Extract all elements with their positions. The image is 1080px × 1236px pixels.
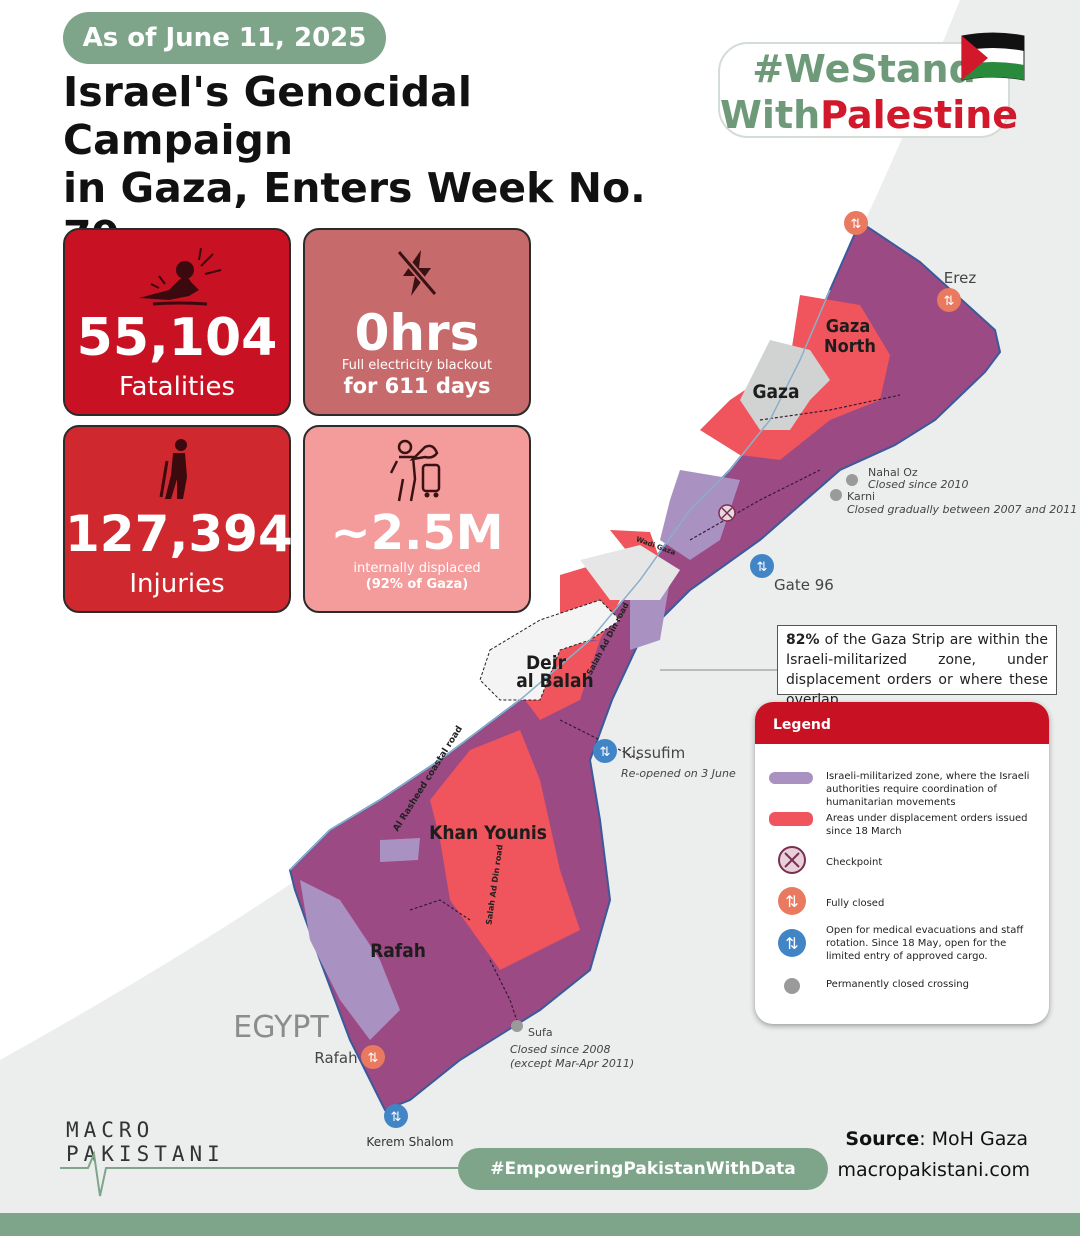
label-gaza-north-2: North xyxy=(824,336,876,357)
permanently-closed-icon xyxy=(784,978,800,994)
label-kerem-shalom: Kerem Shalom xyxy=(366,1135,453,1149)
fully-closed-icon: ⇅ xyxy=(778,887,806,915)
label-egypt: EGYPT xyxy=(233,1010,329,1045)
label-erez: Erez xyxy=(944,269,977,287)
coastline xyxy=(289,289,831,871)
svg-text:⇅: ⇅ xyxy=(851,217,862,232)
electricity-card: 0hrs Full electricity blackout for 611 d… xyxy=(303,228,531,416)
electricity-label-small: Full electricity blackout xyxy=(341,358,493,373)
legend-title: Legend xyxy=(755,702,1049,744)
label-sufa-note-1: Closed since 2008 xyxy=(510,1043,611,1056)
hashtag-badge: #WeStand WithPalestine xyxy=(718,42,1018,138)
fatalities-card: 55,104 Fatalities xyxy=(63,228,291,416)
svg-text:⇅: ⇅ xyxy=(368,1051,379,1066)
label-sufa: Sufa xyxy=(528,1026,553,1039)
crossing-gate96-icon: ⇅ xyxy=(750,554,774,578)
crossing-kerem-shalom-icon: ⇅ xyxy=(384,1104,408,1128)
page-title: Israel's Genocidal Campaign in Gaza, Ent… xyxy=(63,68,646,260)
crossing-kissufim-icon: ⇅ xyxy=(593,739,617,763)
svg-text:⇅: ⇅ xyxy=(600,745,611,760)
displaced-person-icon xyxy=(389,439,441,502)
militarized-swatch xyxy=(769,772,813,784)
crossing-north-icon: ⇅ xyxy=(844,211,868,235)
crossing-karni-icon xyxy=(830,489,842,501)
bottom-bar xyxy=(0,1213,1080,1236)
label-sufa-note-2: (except Mar-Apr 2011) xyxy=(510,1057,634,1070)
lavender-zone-north xyxy=(660,470,740,560)
electricity-label-bold: for 611 days xyxy=(343,374,491,398)
checkpoint-icon xyxy=(778,846,806,874)
urban-gaza xyxy=(740,340,830,430)
label-kissufim: Kissufim xyxy=(622,744,685,762)
governorate-boundaries xyxy=(409,394,901,1031)
displaced-label-bold: (92% of Gaza) xyxy=(365,577,469,592)
label-nahal-oz: Nahal Oz xyxy=(868,466,918,479)
svg-text:⇅: ⇅ xyxy=(391,1110,402,1125)
fatalities-label: Fatalities xyxy=(118,372,236,402)
date-pill: As of June 11, 2025 xyxy=(63,12,386,64)
svg-text:⇅: ⇅ xyxy=(785,934,798,953)
crossing-erez-icon: ⇅ xyxy=(937,288,961,312)
svg-text:⇅: ⇅ xyxy=(785,892,798,911)
label-nahal-oz-note: Closed since 2010 xyxy=(868,478,969,491)
urban-deir xyxy=(479,599,621,701)
lavender-zone-khan xyxy=(380,838,420,862)
brand-pulse-line xyxy=(60,1150,460,1197)
empower-hashtag: #EmpoweringPakistanWithData xyxy=(458,1148,828,1190)
crossing-nahal-oz-icon xyxy=(846,474,858,486)
displacement-swatch xyxy=(769,812,813,826)
label-gate96: Gate 96 xyxy=(774,576,834,594)
electricity-value: 0hrs xyxy=(354,304,480,362)
label-karni-note: Closed gradually between 2007 and 2011 xyxy=(847,503,1077,516)
palestine-flag-icon xyxy=(961,32,1025,81)
label-deir-1: Deir xyxy=(526,652,567,674)
injuries-card: 127,394 Injuries xyxy=(63,425,293,613)
svg-text:⇅: ⇅ xyxy=(944,294,955,309)
label-kissufim-note: Re-opened on 3 June xyxy=(621,767,736,780)
lavender-zone-south xyxy=(300,880,400,1040)
label-karni: Karni xyxy=(847,490,875,503)
open-crossing-icon: ⇅ xyxy=(778,929,806,957)
fallen-person-icon xyxy=(139,247,222,306)
info-box: 82% of the Gaza Strip are within the Isr… xyxy=(777,625,1057,708)
crossing-sufa-icon xyxy=(511,1020,523,1032)
svg-text:⇅: ⇅ xyxy=(757,560,768,575)
label-rafah-crossing: Rafah xyxy=(314,1049,357,1067)
injured-person-icon xyxy=(159,439,187,499)
fatalities-value: 55,104 xyxy=(76,308,278,368)
source-text: Source: MoH Gaza xyxy=(845,1128,1028,1150)
site-url: macropakistani.com xyxy=(837,1159,1030,1181)
displacement-khan xyxy=(430,730,580,970)
displaced-card: ~2.5M internally displaced (92% of Gaza) xyxy=(303,425,531,613)
label-rafah: Rafah xyxy=(370,940,426,962)
injuries-label: Injuries xyxy=(129,569,225,599)
label-deir-2: al Balah xyxy=(516,670,593,692)
label-khan-younis: Khan Younis xyxy=(429,822,547,844)
label-gaza: Gaza xyxy=(752,381,799,403)
legend: Legend Israeli-militarized zone, where t… xyxy=(755,702,1049,1024)
crossing-rafah-icon: ⇅ xyxy=(361,1045,385,1069)
checkpoint-icon xyxy=(718,504,736,522)
no-electricity-icon xyxy=(396,249,438,297)
displaced-label-small: internally displaced xyxy=(353,561,481,576)
displaced-value: ~2.5M xyxy=(330,505,504,561)
label-gaza-north-1: Gaza xyxy=(826,316,871,337)
injuries-value: 127,394 xyxy=(65,505,293,563)
